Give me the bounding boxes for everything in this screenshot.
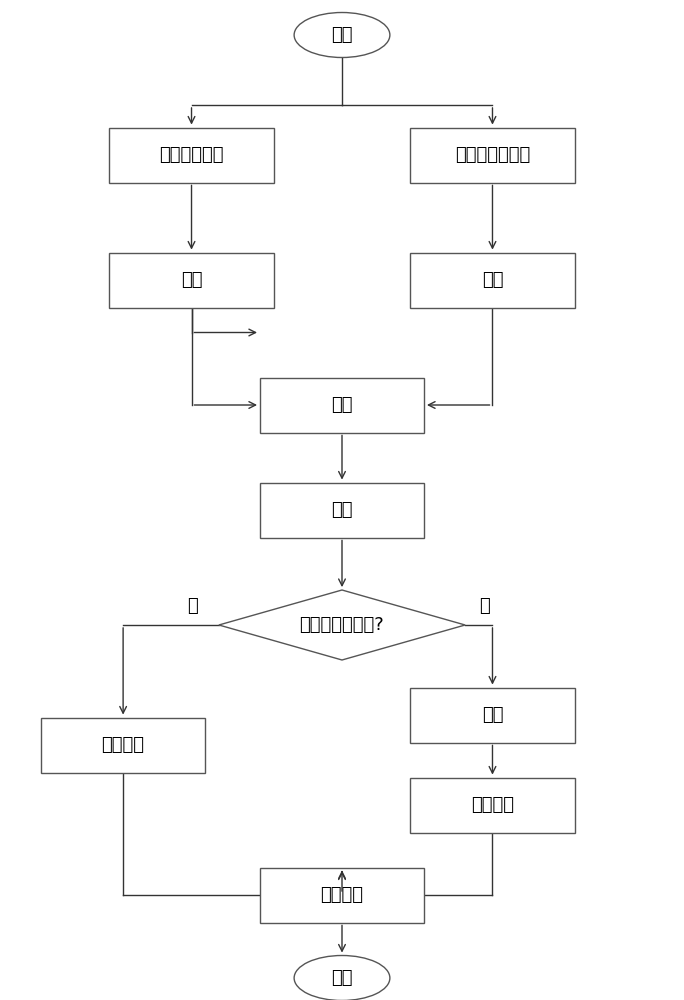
FancyBboxPatch shape [410, 778, 575, 832]
Text: 是: 是 [187, 597, 198, 615]
FancyBboxPatch shape [410, 127, 575, 182]
Text: 否: 否 [479, 597, 490, 615]
Text: 与当前档位相符?: 与当前档位相符? [300, 616, 384, 634]
FancyBboxPatch shape [260, 483, 424, 538]
Text: 确定档位: 确定档位 [471, 796, 514, 814]
FancyBboxPatch shape [410, 252, 575, 308]
Text: 滤波: 滤波 [181, 271, 202, 289]
Text: 开始: 开始 [331, 26, 353, 44]
Text: 结束: 结束 [331, 969, 353, 987]
Text: 输出档位: 输出档位 [321, 886, 363, 904]
FancyBboxPatch shape [109, 127, 274, 182]
Text: 发动机转速信号: 发动机转速信号 [455, 146, 530, 164]
Text: 比值: 比值 [331, 396, 353, 414]
Text: 查表: 查表 [331, 501, 353, 519]
Ellipse shape [294, 956, 390, 1000]
Text: 后轮转速信号: 后轮转速信号 [159, 146, 224, 164]
FancyBboxPatch shape [109, 252, 274, 308]
Polygon shape [219, 590, 465, 660]
Text: 滤波: 滤波 [482, 271, 503, 289]
FancyBboxPatch shape [410, 688, 575, 742]
Text: 档位不变: 档位不变 [102, 736, 144, 754]
FancyBboxPatch shape [260, 867, 424, 922]
FancyBboxPatch shape [41, 717, 205, 772]
Text: 延迟: 延迟 [482, 706, 503, 724]
Ellipse shape [294, 12, 390, 57]
FancyBboxPatch shape [260, 377, 424, 432]
